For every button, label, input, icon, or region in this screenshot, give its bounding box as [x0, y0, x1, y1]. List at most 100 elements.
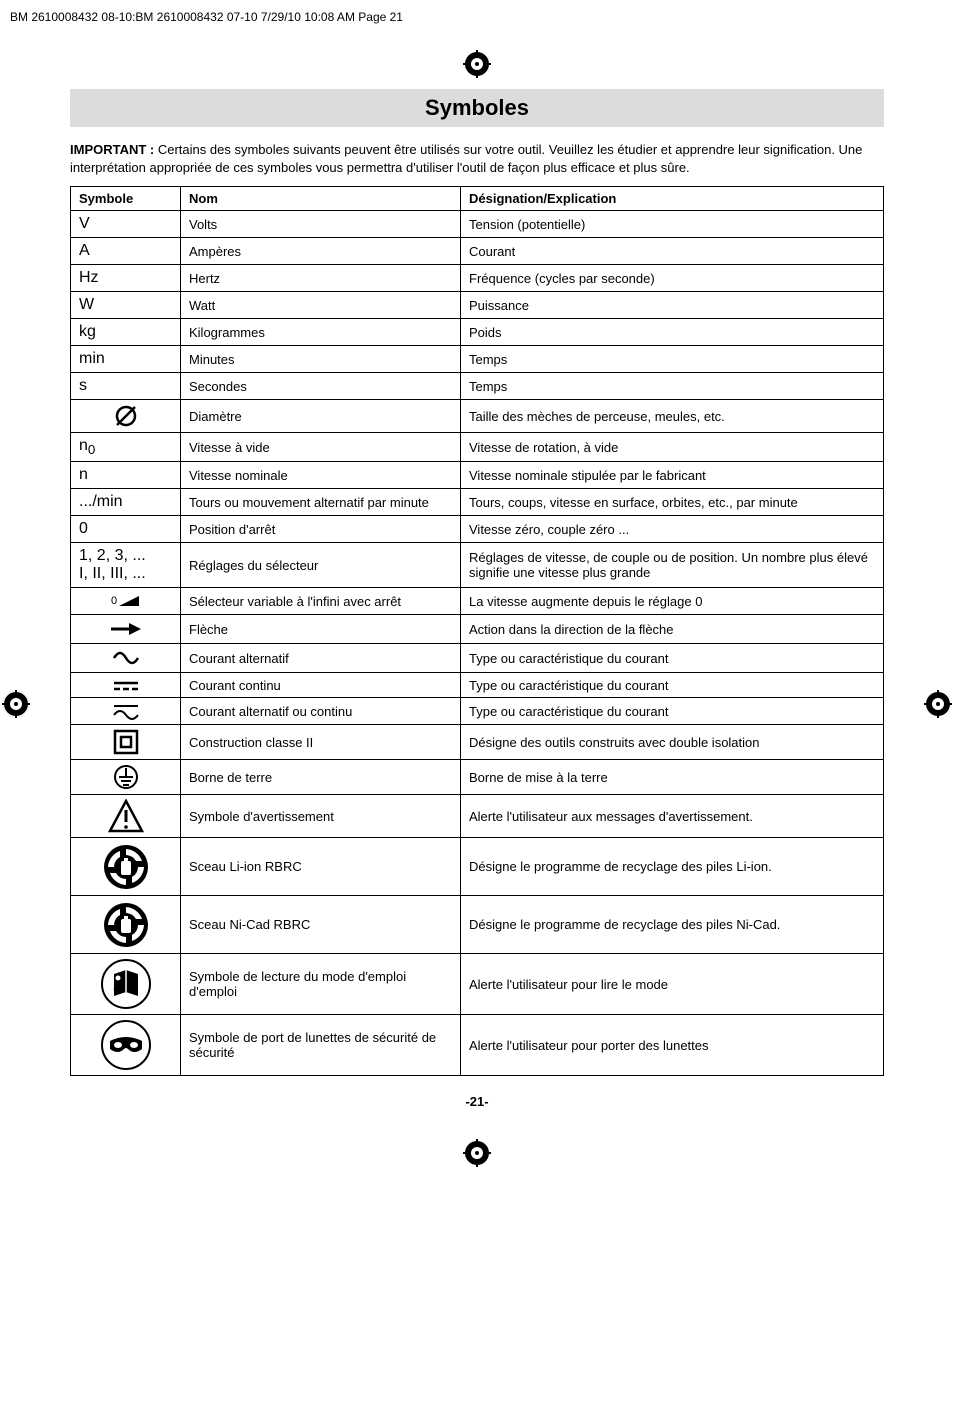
symbol-cell [71, 896, 181, 954]
header-symbole: Symbole [71, 187, 181, 211]
symbol-cell [71, 673, 181, 698]
class2-icon [113, 729, 139, 755]
designation-cell: Puissance [461, 292, 884, 319]
table-row: Construction classe IIDésigne des outils… [71, 725, 884, 760]
table-row: Courant alternatif ou continuType ou car… [71, 698, 884, 725]
designation-cell: Réglages de vitesse, de couple ou de pos… [461, 543, 884, 588]
nom-cell: Symbole de port de lunettes de sécurité … [181, 1015, 461, 1076]
print-header: BM 2610008432 08-10:BM 2610008432 07-10 … [10, 10, 403, 24]
table-row: Borne de terreBorne de mise à la terre [71, 760, 884, 795]
symbol-cell [71, 615, 181, 644]
symbols-table: Symbole Nom Désignation/Explication VVol… [70, 186, 884, 1076]
table-row: Sélecteur variable à l'infini avec arrêt… [71, 588, 884, 615]
table-row: kgKilogrammesPoids [71, 319, 884, 346]
nom-cell: Symbole de lecture du mode d'emploi d'em… [181, 954, 461, 1015]
symbol-cell [71, 760, 181, 795]
page-number: -21- [70, 1094, 884, 1109]
registration-mark-top [70, 50, 884, 83]
nom-cell: Symbole d'avertissement [181, 795, 461, 838]
designation-cell: Fréquence (cycles par seconde) [461, 265, 884, 292]
page-container: BM 2610008432 08-10:BM 2610008432 07-10 … [0, 0, 954, 1212]
page-title: Symboles [70, 89, 884, 127]
symbol-cell: kg [71, 319, 181, 346]
designation-cell: Alerte l'utilisateur pour lire le mode [461, 954, 884, 1015]
table-row: Symbole de lecture du mode d'emploi d'em… [71, 954, 884, 1015]
designation-cell: Type ou caractéristique du courant [461, 673, 884, 698]
nom-cell: Diamètre [181, 400, 461, 433]
acdc-icon [112, 702, 140, 720]
nom-cell: Ampères [181, 238, 461, 265]
designation-cell: Désigne le programme de recyclage des pi… [461, 838, 884, 896]
table-row: nVitesse nominaleVitesse nominale stipul… [71, 462, 884, 489]
symbol-cell [71, 795, 181, 838]
warning-icon [108, 799, 144, 833]
symbol-cell [71, 725, 181, 760]
table-header-row: Symbole Nom Désignation/Explication [71, 187, 884, 211]
symbol-cell [71, 954, 181, 1015]
diameter-icon [114, 404, 138, 428]
earth-icon [113, 764, 139, 790]
nom-cell: Watt [181, 292, 461, 319]
table-row: Symbole de port de lunettes de sécurité … [71, 1015, 884, 1076]
selector-icon [109, 592, 143, 610]
symbol-cell: Hz [71, 265, 181, 292]
dc-icon [112, 677, 140, 693]
rbrc-icon [102, 843, 150, 891]
designation-cell: Type ou caractéristique du courant [461, 644, 884, 673]
symbol-cell: min [71, 346, 181, 373]
designation-cell: Taille des mèches de perceuse, meules, e… [461, 400, 884, 433]
nom-cell: Construction classe II [181, 725, 461, 760]
goggles-icon [100, 1019, 152, 1071]
designation-cell: Tension (potentielle) [461, 211, 884, 238]
designation-cell: Temps [461, 346, 884, 373]
designation-cell: Alerte l'utilisateur pour porter des lun… [461, 1015, 884, 1076]
designation-cell: Tours, coups, vitesse en surface, orbite… [461, 489, 884, 516]
nom-cell: Vitesse nominale [181, 462, 461, 489]
designation-cell: Désigne le programme de recyclage des pi… [461, 896, 884, 954]
nom-cell: Réglages du sélecteur [181, 543, 461, 588]
nom-cell: Secondes [181, 373, 461, 400]
table-row: Sceau Li-ion RBRCDésigne le programme de… [71, 838, 884, 896]
rbrc-icon [102, 901, 150, 949]
table-row: Courant continuType ou caractéristique d… [71, 673, 884, 698]
header-designation: Désignation/Explication [461, 187, 884, 211]
symbol-cell [71, 838, 181, 896]
table-row: FlècheAction dans la direction de la flè… [71, 615, 884, 644]
table-row: sSecondesTemps [71, 373, 884, 400]
symbol-cell: V [71, 211, 181, 238]
nom-cell: Minutes [181, 346, 461, 373]
designation-cell: Courant [461, 238, 884, 265]
ac-icon [112, 648, 140, 668]
designation-cell: Désigne des outils construits avec doubl… [461, 725, 884, 760]
registration-mark-bottom [70, 1139, 884, 1172]
designation-cell: Vitesse nominale stipulée par le fabrica… [461, 462, 884, 489]
symbol-cell: W [71, 292, 181, 319]
intro-paragraph: IMPORTANT : Certains des symboles suivan… [70, 141, 884, 176]
symbol-cell [71, 588, 181, 615]
nom-cell: Borne de terre [181, 760, 461, 795]
nom-cell: Volts [181, 211, 461, 238]
table-row: HzHertzFréquence (cycles par seconde) [71, 265, 884, 292]
table-row: Symbole d'avertissementAlerte l'utilisat… [71, 795, 884, 838]
designation-cell: Temps [461, 373, 884, 400]
nom-cell: Tours ou mouvement alternatif par minute [181, 489, 461, 516]
symbol-cell [71, 644, 181, 673]
manual-icon [100, 958, 152, 1010]
table-row: AAmpèresCourant [71, 238, 884, 265]
table-row: .../minTours ou mouvement alternatif par… [71, 489, 884, 516]
registration-mark-right [924, 690, 952, 723]
nom-cell: Sceau Li-ion RBRC [181, 838, 461, 896]
table-row: DiamètreTaille des mèches de perceuse, m… [71, 400, 884, 433]
symbol-cell [71, 400, 181, 433]
table-row: VVoltsTension (potentielle) [71, 211, 884, 238]
nom-cell: Hertz [181, 265, 461, 292]
nom-cell: Position d'arrêt [181, 516, 461, 543]
symbol-cell [71, 1015, 181, 1076]
intro-bold: IMPORTANT : [70, 142, 154, 157]
table-row: 1, 2, 3, ...I, II, III, ...Réglages du s… [71, 543, 884, 588]
designation-cell: La vitesse augmente depuis le réglage 0 [461, 588, 884, 615]
designation-cell: Action dans la direction de la flèche [461, 615, 884, 644]
symbol-cell: A [71, 238, 181, 265]
table-row: Courant alternatifType ou caractéristiqu… [71, 644, 884, 673]
arrow-icon [109, 619, 143, 639]
